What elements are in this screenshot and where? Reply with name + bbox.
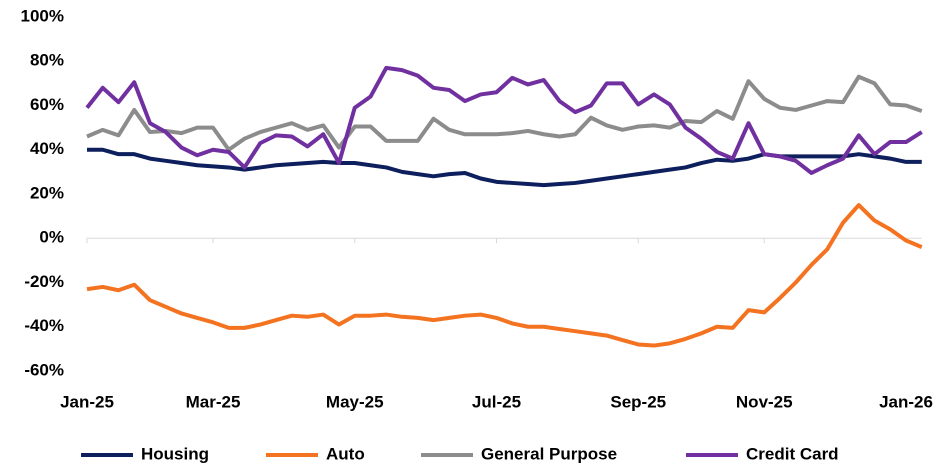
series-line bbox=[85, 65, 923, 175]
legend-label: General Purpose bbox=[481, 444, 617, 463]
legend-label: Credit Card bbox=[746, 444, 839, 463]
series-line bbox=[86, 74, 923, 152]
y-tick-label: 80% bbox=[30, 51, 64, 70]
x-tick-label: May-25 bbox=[326, 392, 384, 411]
legend-label: Auto bbox=[326, 444, 365, 463]
y-tick-label: 0% bbox=[39, 228, 64, 247]
series-line bbox=[87, 147, 922, 188]
x-tick-label: Jan-26 bbox=[879, 392, 933, 411]
x-tick-label: Nov-25 bbox=[736, 392, 793, 411]
x-tick-label: Sep-25 bbox=[610, 392, 666, 411]
legend-label: Housing bbox=[141, 444, 209, 463]
x-tick-label: Jan-25 bbox=[60, 392, 114, 411]
y-tick-label: -40% bbox=[24, 316, 64, 335]
y-tick-label: 100% bbox=[21, 6, 64, 25]
y-tick-label: -60% bbox=[24, 360, 64, 379]
series-line bbox=[86, 203, 923, 348]
x-tick-label: Mar-25 bbox=[186, 392, 241, 411]
y-tick-label: 20% bbox=[30, 183, 64, 202]
x-tick-label: Jul-25 bbox=[472, 392, 521, 411]
y-tick-label: -20% bbox=[24, 272, 64, 291]
y-tick-label: 60% bbox=[30, 95, 64, 114]
y-tick-label: 40% bbox=[30, 139, 64, 158]
